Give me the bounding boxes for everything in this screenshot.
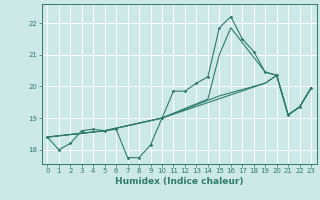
X-axis label: Humidex (Indice chaleur): Humidex (Indice chaleur) (115, 177, 244, 186)
